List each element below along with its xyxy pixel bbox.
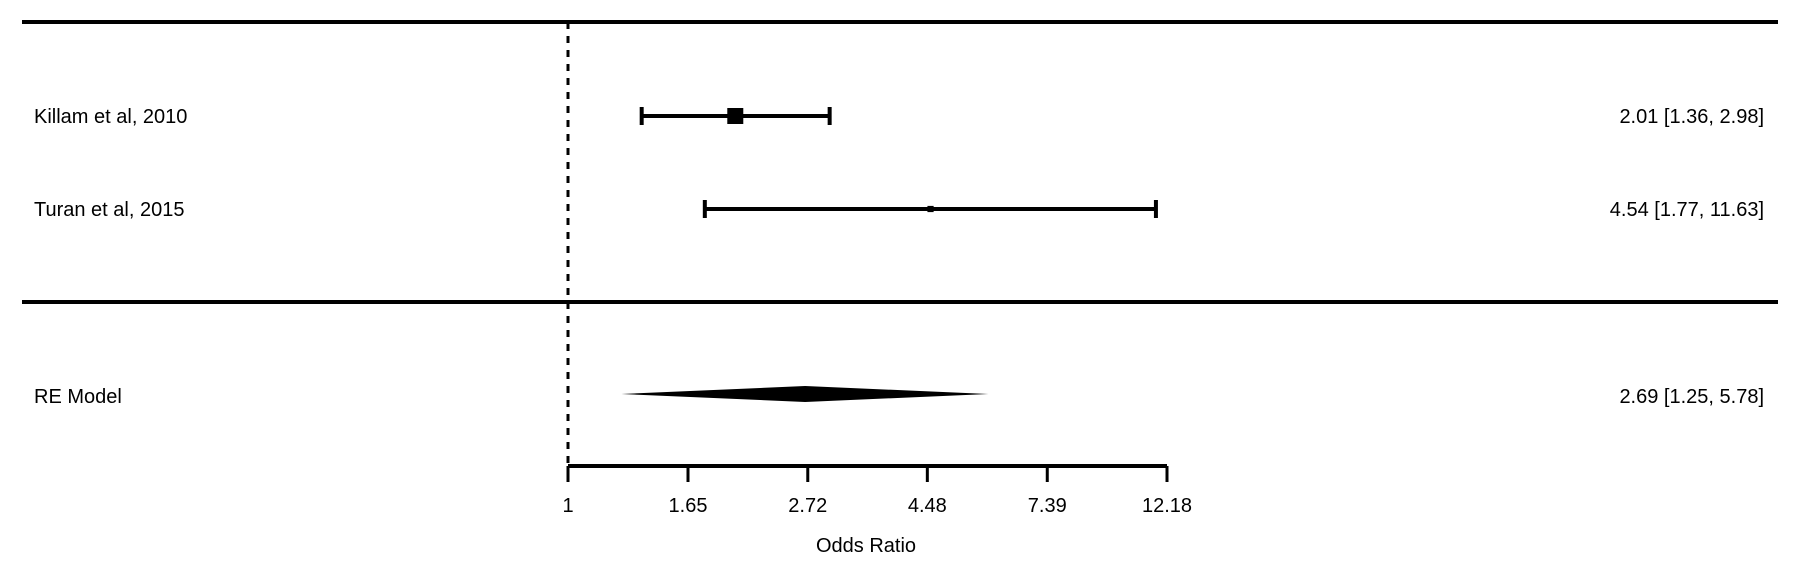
x-tick-label: 2.72 (788, 495, 827, 517)
study-estimate-text: 4.54 [1.77, 11.63] (1610, 199, 1764, 221)
study-label: Turan et al, 2015 (34, 199, 184, 221)
study-row: Turan et al, 2015 4.54 [1.77, 11.63] (34, 199, 1764, 221)
x-axis-title: Odds Ratio (816, 535, 916, 557)
summary-diamond (621, 386, 989, 402)
summary-estimate-text: 2.69 [1.25, 5.78] (1619, 386, 1764, 408)
summary-row: RE Model 2.69 [1.25, 5.78] (34, 386, 1764, 408)
point-estimate-square (927, 205, 934, 213)
x-tick-label: 1.65 (669, 495, 708, 517)
study-estimate-text: 2.01 [1.36, 2.98] (1619, 106, 1764, 128)
x-tick-label: 7.39 (1028, 495, 1067, 517)
x-tick-label: 12.18 (1142, 495, 1192, 517)
study-row: Killam et al, 2010 2.01 [1.36, 2.98] (34, 106, 1764, 128)
study-label: Killam et al, 2010 (34, 106, 187, 128)
point-estimate-square (727, 108, 744, 124)
x-tick-label: 1 (562, 495, 573, 517)
x-axis: 1 1.65 2.72 4.48 7.39 12.18 (562, 464, 1192, 517)
x-tick-label: 4.48 (908, 495, 947, 517)
summary-label: RE Model (34, 386, 122, 408)
